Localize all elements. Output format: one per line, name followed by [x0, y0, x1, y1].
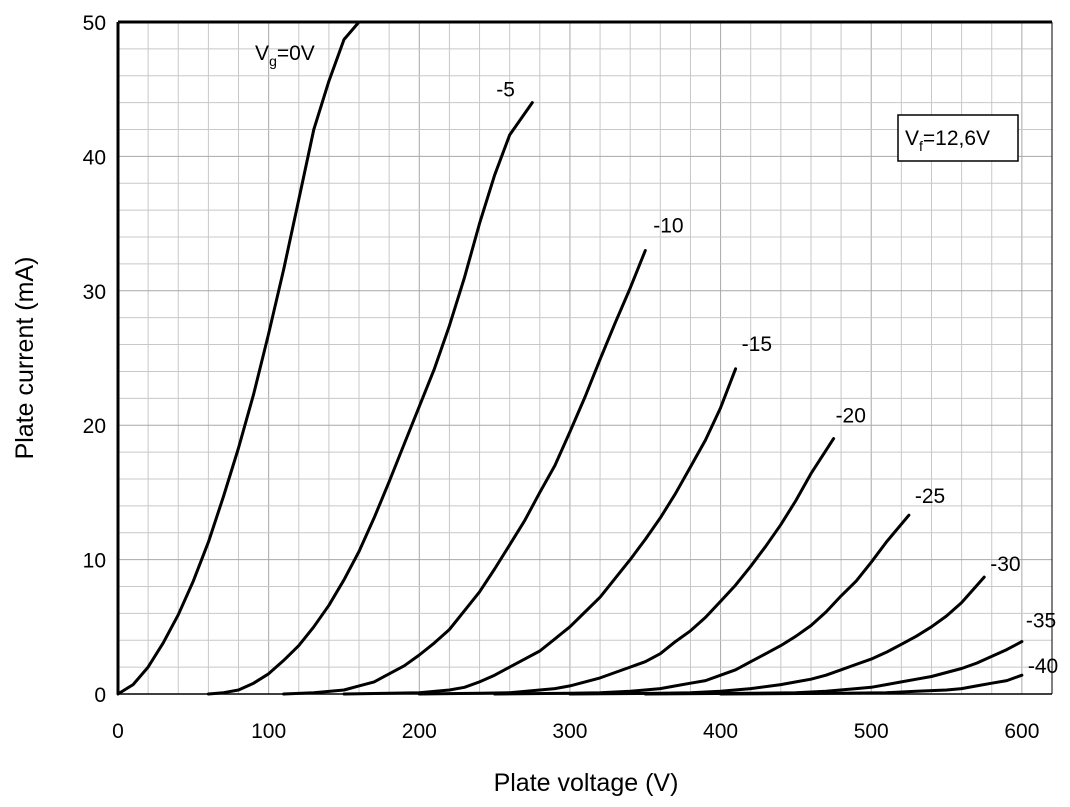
curve-label: -5	[496, 79, 515, 102]
curve-label-text: -30	[990, 553, 1020, 576]
curve-label-text: -5	[496, 79, 515, 102]
annotation-subscript: f	[919, 138, 923, 154]
filament-voltage-annotation: Vf=12,6V	[897, 114, 1019, 162]
chart-grid	[118, 22, 1052, 694]
x-tick-label: 200	[402, 720, 437, 743]
series-line	[568, 575, 986, 696]
annotation-box	[897, 114, 1019, 162]
y-axis-title: Plate current (mA)	[11, 257, 39, 460]
x-tick-label: 0	[112, 720, 124, 743]
series-line	[342, 367, 738, 696]
annotation-rest: =12,6V	[923, 127, 990, 150]
x-tick-label: 300	[552, 720, 587, 743]
curve-label: -10	[653, 214, 683, 237]
curve-label-text: -20	[836, 405, 866, 428]
x-axis-title: Plate voltage (V)	[494, 769, 679, 797]
curve-label-subscript: g	[269, 53, 277, 69]
plot-frame	[116, 20, 1053, 695]
curve-label: -40	[1028, 655, 1058, 678]
annotation-main: V	[905, 127, 919, 150]
y-tick-label: 20	[83, 415, 106, 438]
curve-label-text: -15	[742, 333, 772, 356]
x-tick-label: 100	[251, 720, 286, 743]
curve-label: -20	[836, 405, 866, 428]
y-tick-label: 30	[83, 281, 106, 304]
y-tick-label: 10	[83, 550, 106, 573]
chart-ticks: 0 100 200 300 400 500 600 0 10 20 30 40 50	[83, 12, 1040, 743]
series-line	[282, 249, 647, 696]
chart-curves	[116, 20, 1024, 696]
y-tick-label: 0	[94, 684, 106, 707]
series-line	[719, 673, 1024, 696]
curve-label-text: V	[255, 42, 269, 65]
curve-label: -30	[990, 553, 1020, 576]
curve-label: Vg=0V	[255, 42, 315, 69]
curve-label-text: -40	[1028, 655, 1058, 678]
curve-label-text: -10	[653, 214, 683, 237]
y-tick-label: 50	[83, 12, 106, 35]
curve-labels: Vg=0V -5 -10 -15 -20 -25 -30 -35 -40	[255, 42, 1058, 678]
series-line	[493, 513, 911, 696]
annotation-text: Vf=12,6V	[905, 127, 990, 154]
curve-label-text: -35	[1026, 610, 1056, 633]
curve-label-rest: =0V	[277, 42, 315, 65]
x-tick-label: 600	[1004, 720, 1039, 743]
curve-label: -35	[1026, 610, 1056, 633]
series-line	[206, 101, 534, 696]
y-tick-label: 40	[83, 146, 106, 169]
series-line	[116, 20, 367, 696]
x-tick-label: 500	[854, 720, 889, 743]
curve-label: -15	[742, 333, 772, 356]
curve-label: -25	[915, 485, 945, 508]
curve-label-text: -25	[915, 485, 945, 508]
series-line	[417, 437, 836, 696]
x-tick-label: 400	[703, 720, 738, 743]
